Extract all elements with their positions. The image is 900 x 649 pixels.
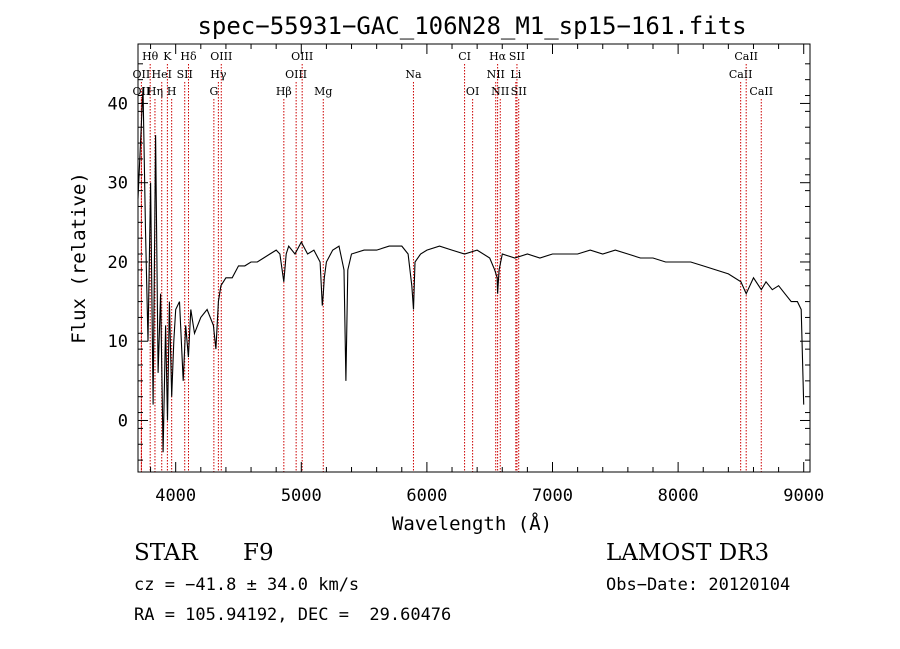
spectral-line-label: OIII (210, 50, 232, 63)
spectral-line-label: Hγ (210, 68, 227, 81)
survey-name: LAMOST DR3 (606, 540, 770, 566)
observation-date: Obs−Date: 20120104 (606, 575, 791, 595)
x-tick-label: 5000 (281, 486, 322, 506)
spectral-line-label: SII (511, 85, 527, 98)
x-tick-label: 4000 (155, 486, 196, 506)
spectral-line-label: SII (177, 68, 193, 81)
spectral-line-label: Hη (147, 85, 163, 98)
spectral-line-label: CaII (734, 50, 758, 63)
y-tick-label: 20 (108, 253, 128, 273)
spectral-line-label: G (209, 85, 218, 98)
x-axis-label: Wavelength (Å) (392, 512, 552, 535)
coordinates: RA = 105.94192, DEC = 29.60476 (134, 605, 452, 625)
x-tick-label: 8000 (658, 486, 699, 506)
spectral-line-label: Hθ (142, 50, 159, 63)
x-tick-label: 7000 (532, 486, 573, 506)
spectral-line-label: K (163, 50, 172, 63)
y-tick-label: 0 (118, 411, 128, 431)
object-subclass: F9 (243, 540, 274, 566)
y-axis-label: Flux (relative) (68, 172, 90, 344)
spectral-line-label: CaII (729, 68, 753, 81)
object-class: STAR (134, 540, 198, 566)
spectral-line-label: OII (133, 68, 151, 81)
redshift-velocity: cz = −41.8 ± 34.0 km/s (134, 575, 360, 595)
spectral-line-label: CaII (749, 85, 773, 98)
spectral-line-label: Mg (314, 85, 332, 98)
flux-series-line (137, 87, 805, 453)
spectral-line-label: Hδ (180, 50, 197, 63)
y-tick-label: 40 (108, 94, 128, 114)
spectral-line-label: NII (487, 68, 505, 81)
spectral-line-label: NII (491, 85, 509, 98)
y-tick-label: 30 (108, 174, 128, 194)
spectral-line-label: HeI (152, 68, 172, 81)
spectral-line-label: Hβ (276, 85, 292, 98)
spectral-line-label: Na (405, 68, 422, 81)
x-tick-label: 6000 (406, 486, 447, 506)
spectral-line-label: OIII (285, 68, 307, 81)
spectral-line-label: SII (509, 50, 525, 63)
chart-title: spec−55931−GAC_106N28_M1_sp15−161.fits (197, 12, 746, 40)
x-axis-ticks: 4000 5000 6000 7000 8000 9000 (150, 44, 824, 506)
x-tick-label: 9000 (783, 486, 824, 506)
spectral-line-label: OIII (291, 50, 313, 63)
y-tick-label: 10 (108, 332, 128, 352)
spectral-line-label: OII (133, 85, 151, 98)
spectral-line-label: Hα (489, 50, 507, 63)
spectral-line-label: OI (466, 85, 479, 98)
spectral-line-markers (140, 64, 762, 472)
y-axis-ticks: 0 10 20 30 40 (108, 63, 810, 461)
spectral-line-label: Li (510, 68, 521, 81)
spectral-line-label: H (167, 85, 177, 98)
spectral-line-label: CI (458, 50, 471, 63)
plot-frame (137, 43, 811, 473)
